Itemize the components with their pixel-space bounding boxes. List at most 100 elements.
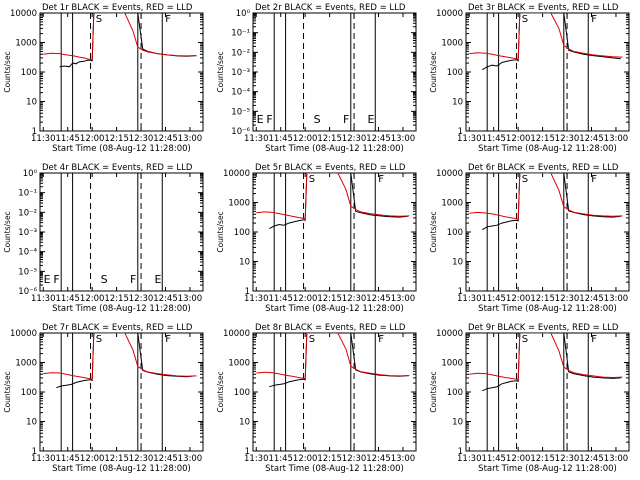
y-axis-label: Counts/sec: [429, 211, 438, 252]
x-tick-label: 12:30: [129, 454, 154, 464]
y-tick-label: 10⁻³: [18, 228, 37, 238]
phase-marker: E: [154, 273, 161, 286]
panel-det-3: Det 3r BLACK = Events, RED = LLD 11:30 11:…: [429, 3, 630, 154]
y-axis-label: Counts/sec: [216, 51, 225, 92]
x-tick-label: 11:45: [55, 454, 80, 464]
y-tick-label: 1: [458, 127, 463, 137]
x-tick-label: 12:15: [104, 294, 129, 304]
y-axis-label: Counts/sec: [429, 371, 438, 412]
y-tick-label: 10⁻¹: [18, 189, 37, 199]
y-tick-label: 10000: [223, 169, 250, 179]
y-tick-label: 10: [239, 418, 250, 428]
phase-marker: S: [96, 334, 102, 345]
panel-title: Det 3r BLACK = Events, RED = LLD: [468, 3, 619, 13]
phase-marker: E: [44, 273, 51, 286]
phase-marker: S: [522, 14, 528, 25]
panel-det-9: Det 9r BLACK = Events, RED = LLD 11:30 11:…: [429, 323, 630, 474]
x-tick-label: 12:15: [530, 454, 555, 464]
x-tick-label: 11:45: [268, 294, 293, 304]
y-tick-label: 1: [32, 127, 37, 137]
x-tick-label: 12:45: [153, 294, 178, 304]
x-tick-label: 12:45: [579, 454, 604, 464]
x-tick-label: 12:30: [555, 134, 580, 144]
y-tick-label: 10000: [436, 329, 463, 339]
plot-frame: [39, 172, 204, 292]
phase-marker: S: [314, 113, 321, 126]
phase-marker: S: [96, 14, 102, 25]
x-tick-label: 12:00: [506, 134, 531, 144]
x-tick-label: 12:15: [317, 454, 342, 464]
x-tick-label: 12:30: [555, 454, 580, 464]
lld-series-line: [469, 173, 623, 220]
x-tick-label: 11:45: [55, 134, 80, 144]
events-series-line: [482, 13, 621, 71]
y-tick-label: 10⁻²: [231, 48, 250, 58]
phase-marker: F: [266, 113, 272, 126]
y-tick-label: 1: [458, 287, 463, 297]
panel-title: Det 8r BLACK = Events, RED = LLD: [255, 323, 406, 333]
x-tick-label: 13:00: [178, 454, 203, 464]
events-series-line: [56, 333, 195, 389]
y-tick-label: 10⁻¹: [231, 29, 250, 39]
x-tick-label: 13:00: [391, 454, 416, 464]
lld-series-line: [43, 13, 197, 61]
y-tick-label: 1000: [228, 199, 250, 209]
events-series-line: [269, 173, 408, 230]
x-tick-label: 12:00: [293, 454, 318, 464]
panel-title: Det 9r BLACK = Events, RED = LLD: [468, 323, 619, 333]
panel-title: Det 7r BLACK = Events, RED = LLD: [42, 323, 193, 333]
x-tick-label: 11:30: [457, 134, 482, 144]
y-tick-label: 10⁻³: [231, 68, 250, 78]
y-tick-label: 10000: [10, 329, 37, 339]
x-tick-label: 12:15: [530, 294, 555, 304]
y-tick-label: 1000: [441, 39, 463, 49]
x-tick-label: 12:30: [342, 454, 367, 464]
y-tick-label: 1000: [15, 39, 37, 49]
x-tick-label: 11:45: [55, 294, 80, 304]
x-tick-label: 12:45: [153, 134, 178, 144]
x-axis-label: Start Time (08-Aug-12 11:28:00): [52, 144, 191, 154]
x-tick-label: 11:45: [481, 134, 506, 144]
y-tick-label: 1: [32, 447, 37, 457]
x-tick-label: 11:30: [244, 454, 269, 464]
plot-frame: [39, 12, 204, 132]
y-tick-label: 100: [447, 228, 463, 238]
x-tick-label: 13:00: [604, 454, 629, 464]
phase-marker: F: [165, 14, 171, 25]
y-tick-label: 1: [458, 447, 463, 457]
x-tick-label: 11:30: [244, 294, 269, 304]
phase-marker: F: [591, 14, 597, 25]
y-tick-label: 10000: [10, 9, 37, 19]
events-series-line: [269, 333, 408, 388]
plot-frame: [465, 172, 630, 292]
y-axis-label: Counts/sec: [216, 371, 225, 412]
y-tick-label: 10⁻⁵: [18, 267, 37, 277]
x-tick-label: 12:45: [366, 454, 391, 464]
y-tick-label: 10⁻⁴: [231, 88, 250, 98]
y-tick-label: 10⁰: [236, 9, 251, 19]
y-tick-label: 10⁰: [23, 169, 38, 179]
plot-frame: [39, 332, 204, 452]
plot-frame: [465, 332, 630, 452]
x-tick-label: 11:30: [244, 134, 269, 144]
x-axis-label: Start Time (08-Aug-12 11:28:00): [52, 304, 191, 314]
x-tick-label: 11:30: [31, 454, 56, 464]
panel-title: Det 6r BLACK = Events, RED = LLD: [468, 163, 619, 173]
x-tick-label: 12:15: [317, 134, 342, 144]
phase-marker: S: [101, 273, 108, 286]
phase-marker: E: [367, 113, 374, 126]
phase-marker: F: [165, 334, 171, 345]
x-tick-label: 12:00: [293, 294, 318, 304]
x-tick-label: 12:30: [555, 294, 580, 304]
y-tick-label: 10000: [223, 329, 250, 339]
y-tick-label: 10⁻⁴: [18, 248, 37, 258]
y-tick-label: 10: [239, 258, 250, 268]
phase-marker: F: [591, 334, 597, 345]
x-tick-label: 12:45: [579, 134, 604, 144]
panel-det-1: Det 1r BLACK = Events, RED = LLD 11:30 11:…: [3, 3, 204, 154]
phase-marker: S: [309, 334, 315, 345]
x-tick-label: 12:45: [153, 454, 178, 464]
x-tick-label: 11:30: [31, 134, 56, 144]
y-axis-label: Counts/sec: [3, 371, 12, 412]
plot-frame: [252, 332, 417, 452]
